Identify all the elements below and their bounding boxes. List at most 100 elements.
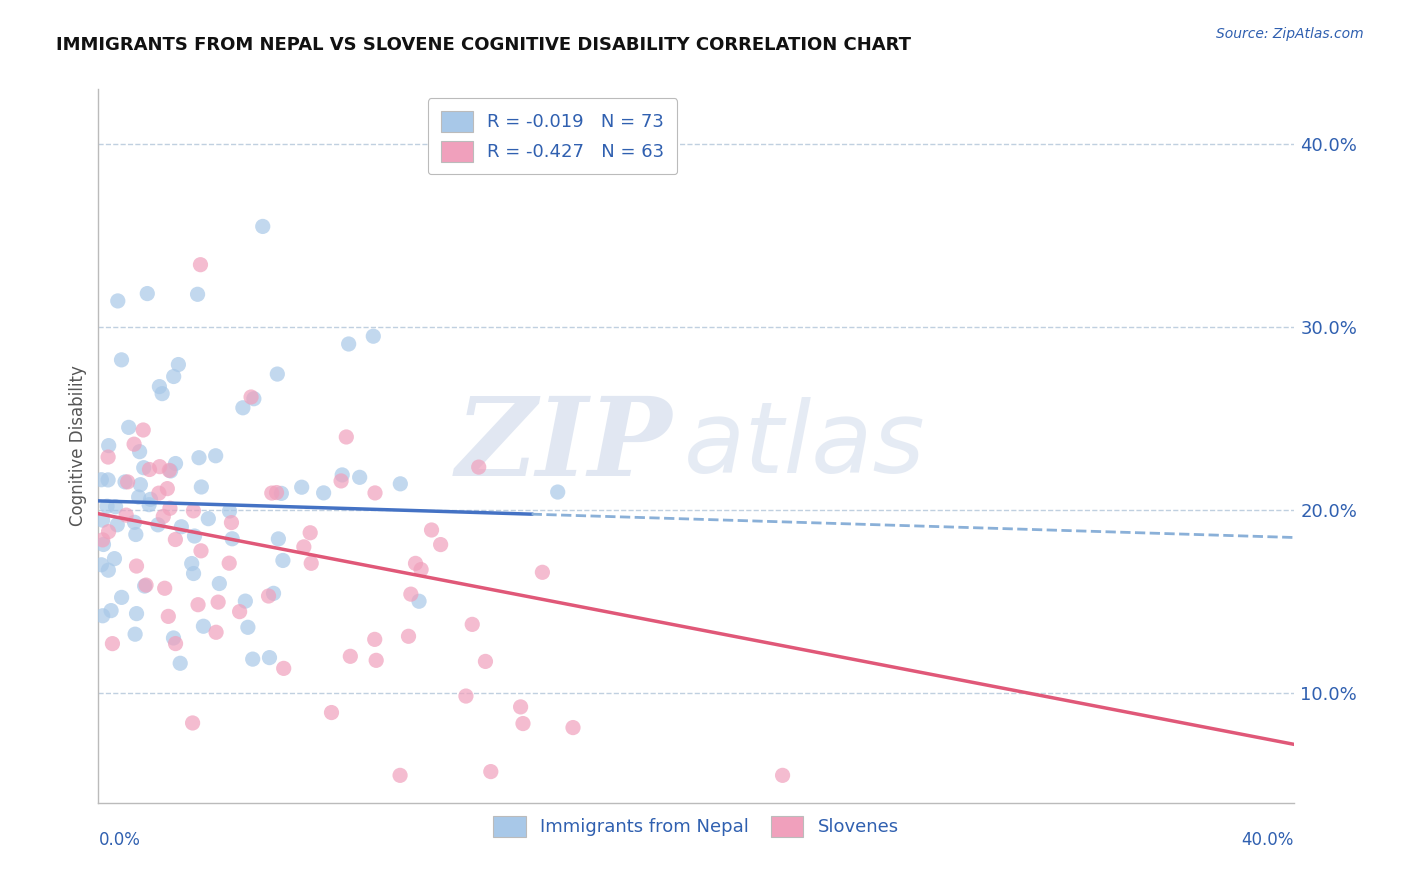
Point (138, 462, 160, 476)
Point (150, 386, 173, 401)
Point (104, 500, 127, 514)
Point (271, 553, 294, 567)
Point (188, 450, 211, 465)
Point (218, 504, 240, 518)
Point (128, 444, 150, 458)
Point (90, 558, 112, 572)
Point (420, 523, 443, 537)
Point (461, 617, 484, 632)
Point (97, 439, 120, 453)
Point (405, 557, 427, 571)
Point (97, 563, 120, 577)
Point (118, 420, 141, 434)
Point (128, 490, 150, 504)
Point (187, 287, 209, 301)
Point (205, 625, 228, 640)
Point (153, 581, 176, 595)
Point (366, 653, 388, 667)
Text: ZIP: ZIP (456, 392, 672, 500)
Point (107, 293, 129, 308)
Point (252, 219, 274, 234)
Point (389, 768, 412, 782)
Point (339, 649, 361, 664)
Point (93, 537, 115, 551)
Point (408, 594, 430, 608)
Point (149, 459, 172, 474)
Point (183, 504, 205, 518)
Point (122, 437, 145, 451)
Point (167, 358, 190, 372)
Point (474, 655, 496, 669)
Point (190, 544, 212, 558)
Point (90, 473, 112, 487)
Y-axis label: Cognitive Disability: Cognitive Disability (69, 366, 87, 526)
Point (221, 516, 243, 530)
Legend: Immigrants from Nepal, Slovenes: Immigrants from Nepal, Slovenes (486, 808, 905, 844)
Point (364, 486, 387, 500)
Point (129, 477, 152, 491)
Point (135, 578, 157, 592)
Point (531, 566, 554, 580)
Point (259, 650, 281, 665)
Point (139, 492, 162, 507)
Point (330, 467, 353, 482)
Point (97, 473, 120, 487)
Point (183, 529, 205, 543)
Point (349, 470, 371, 484)
Text: atlas: atlas (685, 398, 925, 494)
Point (91, 608, 114, 623)
Point (243, 392, 266, 406)
Point (547, 485, 569, 500)
Point (91, 533, 114, 547)
Point (148, 486, 170, 500)
Point (105, 517, 128, 532)
Point (232, 401, 254, 415)
Point (266, 367, 288, 381)
Point (100, 604, 122, 618)
Point (197, 511, 219, 525)
Text: IMMIGRANTS FROM NEPAL VS SLOVENE COGNITIVE DISABILITY CORRELATION CHART: IMMIGRANTS FROM NEPAL VS SLOVENE COGNITI… (56, 36, 911, 54)
Text: 0.0%: 0.0% (98, 831, 141, 849)
Point (152, 509, 174, 524)
Point (291, 480, 314, 494)
Point (270, 486, 292, 500)
Text: Source: ZipAtlas.com: Source: ZipAtlas.com (1216, 27, 1364, 41)
Text: 40.0%: 40.0% (1241, 831, 1294, 849)
Point (125, 559, 148, 574)
Point (181, 716, 204, 731)
Point (399, 587, 422, 601)
Point (772, 768, 794, 782)
Point (165, 533, 187, 547)
Point (389, 476, 412, 491)
Point (263, 586, 285, 600)
Point (163, 369, 186, 384)
Point (312, 486, 335, 500)
Point (292, 540, 315, 554)
Point (132, 423, 155, 437)
Point (165, 637, 187, 651)
Point (235, 594, 257, 608)
Point (273, 661, 295, 675)
Point (117, 475, 139, 489)
Point (115, 508, 138, 522)
Point (562, 721, 585, 735)
Point (321, 706, 343, 720)
Point (187, 598, 209, 612)
Point (138, 498, 160, 512)
Point (91, 513, 114, 527)
Point (190, 480, 212, 494)
Point (240, 390, 263, 404)
Point (266, 485, 288, 500)
Point (125, 527, 148, 541)
Point (124, 627, 146, 641)
Point (132, 460, 155, 475)
Point (236, 620, 259, 634)
Point (299, 525, 322, 540)
Point (110, 591, 132, 605)
Point (337, 337, 360, 351)
Point (97, 450, 120, 464)
Point (183, 566, 205, 581)
Point (96, 500, 118, 514)
Point (398, 629, 420, 643)
Point (190, 258, 212, 272)
